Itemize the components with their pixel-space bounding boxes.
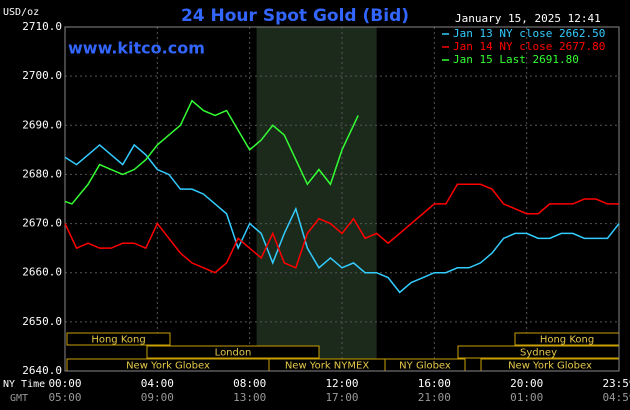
chart-title: 24 Hour Spot Gold (Bid)	[181, 6, 409, 26]
y-tick-label: 2690.0	[22, 118, 62, 131]
market-label: Hong Kong	[540, 335, 594, 346]
y-tick-label: 2640.0	[22, 364, 62, 377]
market-label: Hong Kong	[91, 335, 145, 346]
timestamp: January 15, 2025 12:41	[455, 12, 601, 25]
y-tick-label: 2680.0	[22, 167, 62, 180]
x-tick-label: 00:00	[48, 377, 81, 390]
x2-tick-label: 04:59	[602, 391, 630, 404]
x-tick-label: 12:00	[325, 377, 358, 390]
x-tick-label: 20:00	[510, 377, 543, 390]
x-tick-label: 08:00	[233, 377, 266, 390]
y-tick-label: 2650.0	[22, 315, 62, 328]
x-tick-label: 23:59	[602, 377, 630, 390]
market-label: New York Globex	[508, 361, 592, 372]
market-label: London	[215, 348, 252, 359]
x2-tick-label: 21:00	[418, 391, 451, 404]
legend-label: Jan 13 NY close 2662.50	[453, 27, 605, 40]
y-axis-label: USD/oz	[3, 7, 39, 18]
highlight-band	[256, 27, 377, 371]
y-tick-label: 2670.0	[22, 217, 62, 230]
market-label: Sydney	[520, 348, 557, 359]
x2-tick-label: 05:00	[48, 391, 81, 404]
legend-label: Jan 15 Last 2691.80	[453, 53, 579, 66]
series-line	[64, 99, 359, 205]
series-line	[64, 183, 619, 274]
series-line	[64, 143, 620, 294]
x2-axis-label: GMT	[10, 393, 28, 404]
y-tick-label: 2700.0	[22, 69, 62, 82]
x-tick-label: 16:00	[418, 377, 451, 390]
y-tick-label: 2710.0	[22, 20, 62, 33]
watermark: www.kitco.com	[68, 39, 205, 58]
y-tick-label: 2660.0	[22, 266, 62, 279]
market-label: NY Globex	[399, 361, 451, 372]
market-label: New York NYMEX	[285, 361, 370, 372]
x2-tick-label: 09:00	[141, 391, 174, 404]
x2-tick-label: 17:00	[325, 391, 358, 404]
market-box	[66, 332, 171, 346]
x2-tick-label: 13:00	[233, 391, 266, 404]
legend-label: Jan 14 NY close 2677.80	[453, 40, 605, 53]
market-label: New York Globex	[126, 361, 210, 372]
x2-tick-label: 01:00	[510, 391, 543, 404]
x-axis-label: NY Time	[3, 379, 45, 390]
plot-frame	[64, 26, 620, 372]
x-tick-label: 04:00	[141, 377, 174, 390]
market-box	[146, 345, 320, 359]
